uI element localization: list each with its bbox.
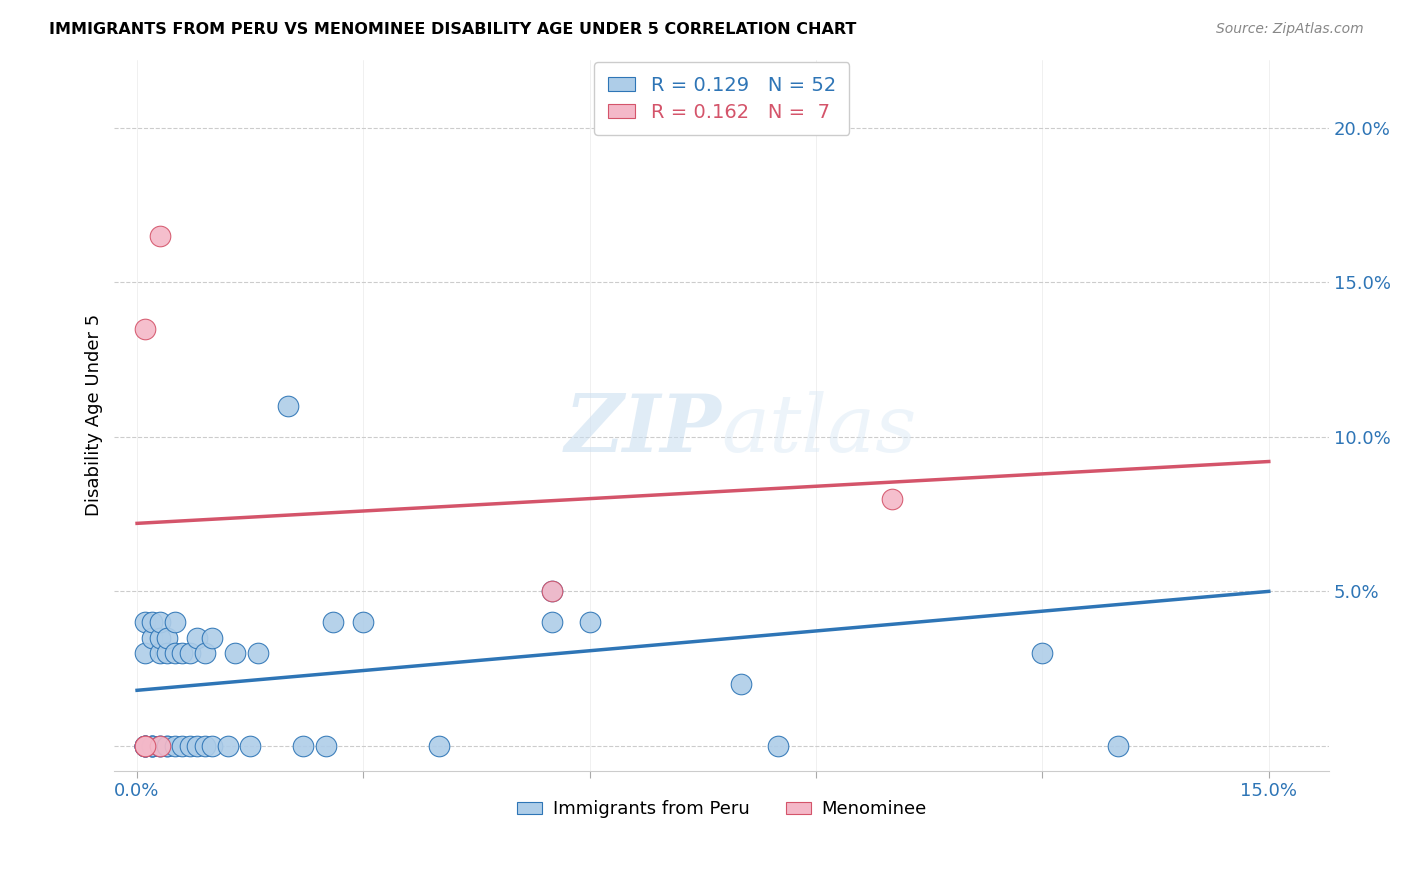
Point: [141, 739, 163, 753]
Point: [224, 646, 246, 660]
Point: [134, 739, 156, 753]
Point: [149, 739, 172, 753]
Point: [277, 399, 299, 413]
Point: [134, 321, 156, 335]
Point: [179, 646, 201, 660]
Point: [1031, 646, 1053, 660]
Point: [134, 739, 156, 753]
Point: [768, 739, 790, 753]
Point: [186, 739, 208, 753]
Point: [156, 631, 179, 645]
Point: [201, 631, 224, 645]
Point: [1107, 739, 1129, 753]
Point: [134, 739, 156, 753]
Text: atlas: atlas: [721, 391, 917, 468]
Text: IMMIGRANTS FROM PERU VS MENOMINEE DISABILITY AGE UNDER 5 CORRELATION CHART: IMMIGRANTS FROM PERU VS MENOMINEE DISABI…: [49, 22, 856, 37]
Point: [541, 584, 564, 599]
Point: [149, 646, 172, 660]
Point: [880, 491, 903, 506]
Point: [239, 739, 262, 753]
Point: [172, 646, 194, 660]
Legend: Immigrants from Peru, Menominee: Immigrants from Peru, Menominee: [509, 793, 934, 826]
Point: [163, 615, 186, 630]
Point: [149, 739, 172, 753]
Point: [141, 615, 163, 630]
Point: [541, 615, 564, 630]
Point: [194, 646, 217, 660]
Point: [541, 584, 564, 599]
Point: [134, 739, 156, 753]
Text: ZIP: ZIP: [565, 391, 721, 468]
Point: [134, 646, 156, 660]
Point: [141, 631, 163, 645]
Point: [149, 739, 172, 753]
Point: [149, 631, 172, 645]
Point: [163, 739, 186, 753]
Point: [149, 228, 172, 243]
Point: [149, 615, 172, 630]
Point: [141, 739, 163, 753]
Point: [322, 615, 344, 630]
Point: [172, 739, 194, 753]
Point: [156, 739, 179, 753]
Point: [179, 739, 201, 753]
Point: [156, 739, 179, 753]
Point: [141, 739, 163, 753]
Point: [156, 646, 179, 660]
Point: [217, 739, 239, 753]
Point: [292, 739, 315, 753]
Point: [186, 631, 208, 645]
Point: [352, 615, 374, 630]
Point: [163, 646, 186, 660]
Point: [134, 739, 156, 753]
Point: [730, 677, 752, 691]
Point: [427, 739, 450, 753]
Point: [194, 739, 217, 753]
Point: [134, 739, 156, 753]
Point: [201, 739, 224, 753]
Point: [578, 615, 600, 630]
Y-axis label: Disability Age Under 5: Disability Age Under 5: [86, 314, 103, 516]
Text: Source: ZipAtlas.com: Source: ZipAtlas.com: [1216, 22, 1364, 37]
Point: [315, 739, 337, 753]
Point: [134, 739, 156, 753]
Point: [134, 615, 156, 630]
Point: [246, 646, 269, 660]
Point: [141, 739, 163, 753]
